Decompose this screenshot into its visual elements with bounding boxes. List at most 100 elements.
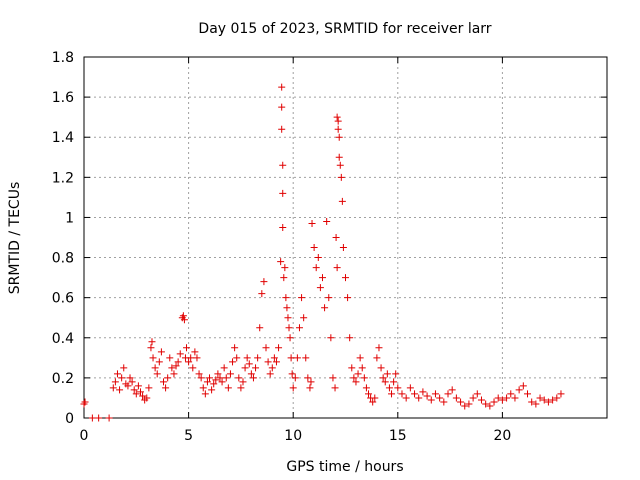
data-point <box>358 364 366 372</box>
data-point <box>352 378 360 386</box>
data-point <box>369 398 377 406</box>
data-point <box>237 384 245 392</box>
data-point <box>444 390 452 398</box>
data-point <box>258 290 266 298</box>
x-tick-label: 15 <box>389 428 407 444</box>
data-point <box>116 386 124 394</box>
data-point <box>381 378 389 386</box>
data-point <box>440 398 448 406</box>
data-point <box>153 370 161 378</box>
data-point <box>390 378 398 386</box>
data-point <box>201 390 209 398</box>
data-point <box>318 274 326 282</box>
data-point <box>233 354 241 362</box>
data-point <box>448 386 456 394</box>
y-tick-label: 0.8 <box>52 251 74 267</box>
data-point <box>231 344 239 352</box>
y-tick-label: 1.2 <box>52 170 74 186</box>
data-point <box>310 244 318 252</box>
data-point <box>337 173 345 181</box>
data-point <box>214 370 222 378</box>
data-point <box>362 384 370 392</box>
data-point <box>172 362 180 370</box>
data-point <box>195 370 203 378</box>
data-point <box>189 364 197 372</box>
data-point <box>285 324 293 332</box>
data-point <box>275 344 283 352</box>
data-point <box>494 394 502 402</box>
data-point <box>339 244 347 252</box>
data-point <box>288 370 296 378</box>
data-point <box>289 384 297 392</box>
data-point <box>540 396 548 404</box>
data-point <box>532 400 540 408</box>
x-tick-label: 10 <box>284 428 302 444</box>
data-point <box>515 386 523 394</box>
y-tick-label: 0.2 <box>52 371 74 387</box>
data-point <box>415 394 423 402</box>
data-point <box>206 374 214 382</box>
data-point <box>402 394 410 402</box>
data-point <box>220 364 228 372</box>
chart-title: Day 015 of 2023, SRMTID for receiver lar… <box>198 21 491 37</box>
x-tick-label: 5 <box>184 428 193 444</box>
data-point <box>212 376 220 384</box>
data-point <box>283 304 291 312</box>
y-tick-label: 1.8 <box>52 50 74 66</box>
y-tick-label: 1 <box>65 210 74 226</box>
data-point <box>519 382 527 390</box>
data-point <box>185 358 193 366</box>
data-point <box>284 314 292 322</box>
data-point <box>151 364 159 372</box>
data-point <box>130 386 138 394</box>
data-point <box>113 370 121 378</box>
data-point <box>388 390 396 398</box>
data-point <box>333 264 341 272</box>
data-point <box>336 161 344 169</box>
data-point <box>272 358 280 366</box>
data-point <box>162 384 170 392</box>
data-point <box>124 382 132 390</box>
data-point <box>323 217 331 225</box>
data-point <box>436 394 444 402</box>
data-point <box>419 388 427 396</box>
data-point <box>356 354 364 362</box>
data-point <box>208 386 216 394</box>
data-point <box>335 133 343 141</box>
data-point <box>348 364 356 372</box>
data-point <box>174 358 182 366</box>
data-point <box>329 374 337 382</box>
data-point <box>431 390 439 398</box>
data-point <box>377 364 385 372</box>
data-point <box>338 197 346 205</box>
data-point <box>461 402 469 410</box>
data-point <box>306 384 314 392</box>
data-point <box>224 384 232 392</box>
data-point <box>398 390 406 398</box>
data-point <box>354 370 362 378</box>
data-point <box>332 234 340 241</box>
data-point <box>260 278 268 286</box>
data-point <box>335 153 343 161</box>
data-point <box>218 378 226 386</box>
data-point <box>321 304 329 312</box>
data-point <box>147 344 155 352</box>
data-point <box>544 398 552 406</box>
data-point <box>411 390 419 398</box>
data-point <box>342 274 349 282</box>
data-point <box>241 364 249 372</box>
data-point <box>375 344 383 352</box>
data-point <box>350 374 358 382</box>
data-point <box>266 370 274 378</box>
data-point <box>452 394 460 402</box>
data-point <box>553 394 561 402</box>
data-point <box>469 394 477 402</box>
data-point <box>155 358 163 366</box>
axis-ticks: 0 0.2 0.4 0.6 0.8 1 1.2 1.4 1.6 1.8 0 5 10 15 20 <box>52 50 607 444</box>
data-point <box>308 219 316 227</box>
data-point <box>325 294 333 302</box>
data-point <box>334 117 342 125</box>
data-point <box>256 324 264 332</box>
data-point <box>282 294 290 302</box>
data-point <box>360 374 368 382</box>
